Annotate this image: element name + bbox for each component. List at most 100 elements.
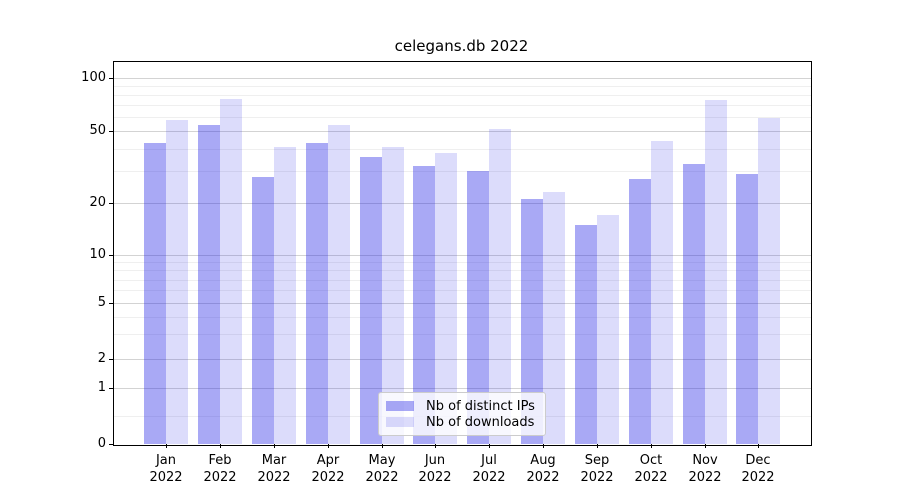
bar-distinct-ips-may bbox=[360, 157, 382, 444]
chart-title: celegans.db 2022 bbox=[394, 37, 529, 55]
y-tick-mark bbox=[109, 303, 113, 304]
legend-swatch-distinct-ips-icon bbox=[386, 401, 414, 411]
minor-gridline bbox=[114, 334, 811, 335]
major-gridline bbox=[114, 131, 811, 132]
y-tick-label: 0 bbox=[97, 436, 106, 451]
x-tick-year: 2022 bbox=[688, 470, 722, 485]
y-tick-label: 100 bbox=[81, 70, 106, 85]
legend-swatch-downloads-icon bbox=[386, 417, 414, 427]
y-tick-label: 10 bbox=[89, 247, 106, 262]
x-tick-label-may: May 2022 bbox=[352, 452, 412, 486]
bar-downloads-jul bbox=[489, 129, 511, 444]
x-tick-year: 2022 bbox=[472, 470, 506, 485]
bar-downloads-may bbox=[382, 147, 404, 444]
x-tick-mark bbox=[705, 444, 706, 448]
x-tick-year: 2022 bbox=[526, 470, 560, 485]
bar-downloads-aug bbox=[543, 192, 565, 444]
minor-gridline bbox=[114, 262, 811, 263]
x-tick-year: 2022 bbox=[149, 470, 183, 485]
plot-area: Nb of distinct IPs Nb of downloads bbox=[113, 61, 812, 446]
y-tick-mark bbox=[109, 388, 113, 389]
bar-downloads-mar bbox=[274, 147, 296, 444]
minor-gridline bbox=[114, 171, 811, 172]
major-gridline bbox=[114, 388, 811, 389]
x-tick-year: 2022 bbox=[203, 470, 237, 485]
x-tick-year: 2022 bbox=[634, 470, 668, 485]
y-tick-mark bbox=[109, 78, 113, 79]
x-tick-label-jan: Jan 2022 bbox=[136, 452, 196, 486]
bar-downloads-nov bbox=[705, 100, 727, 444]
bar-distinct-ips-oct bbox=[629, 179, 651, 444]
y-tick-mark bbox=[109, 203, 113, 204]
x-tick-mark bbox=[758, 444, 759, 448]
y-tick-mark bbox=[109, 359, 113, 360]
x-tick-label-jul: Jul 2022 bbox=[459, 452, 519, 486]
x-tick-label-aug: Aug 2022 bbox=[513, 452, 573, 486]
major-gridline bbox=[114, 78, 811, 79]
minor-gridline bbox=[114, 86, 811, 87]
major-gridline bbox=[114, 303, 811, 304]
x-tick-label-feb: Feb 2022 bbox=[190, 452, 250, 486]
x-tick-mark bbox=[382, 444, 383, 448]
minor-gridline bbox=[114, 105, 811, 106]
y-tick-label: 5 bbox=[97, 295, 106, 310]
bar-distinct-ips-dec bbox=[736, 174, 758, 444]
legend-label-distinct-ips: Nb of distinct IPs bbox=[426, 398, 535, 414]
x-tick-mark bbox=[489, 444, 490, 448]
x-tick-mark bbox=[543, 444, 544, 448]
x-tick-mark bbox=[435, 444, 436, 448]
major-gridline bbox=[114, 359, 811, 360]
minor-gridline bbox=[114, 117, 811, 118]
x-tick-mark bbox=[651, 444, 652, 448]
bar-distinct-ips-sep bbox=[575, 225, 597, 444]
bar-downloads-jan bbox=[166, 120, 188, 444]
x-tick-year: 2022 bbox=[741, 470, 775, 485]
bar-downloads-oct bbox=[651, 141, 673, 444]
bar-downloads-sep bbox=[597, 215, 619, 444]
x-tick-mark bbox=[274, 444, 275, 448]
x-tick-label-jun: Jun 2022 bbox=[405, 452, 465, 486]
bar-distinct-ips-jan bbox=[144, 143, 166, 444]
minor-gridline bbox=[114, 149, 811, 150]
y-tick-label: 20 bbox=[89, 195, 106, 210]
bar-downloads-feb bbox=[220, 99, 242, 444]
bar-distinct-ips-apr bbox=[306, 143, 328, 444]
x-tick-mark bbox=[597, 444, 598, 448]
bar-distinct-ips-jun bbox=[413, 166, 435, 444]
x-tick-label-apr: Apr 2022 bbox=[298, 452, 358, 486]
bar-downloads-jun bbox=[435, 153, 457, 444]
y-tick-mark bbox=[109, 255, 113, 256]
x-tick-mark bbox=[220, 444, 221, 448]
y-tick-mark bbox=[109, 444, 113, 445]
bar-downloads-apr bbox=[328, 125, 350, 444]
y-tick-mark bbox=[109, 131, 113, 132]
x-tick-mark bbox=[166, 444, 167, 448]
major-gridline bbox=[114, 255, 811, 256]
bar-distinct-ips-mar bbox=[252, 177, 274, 444]
legend-item-downloads: Nb of downloads bbox=[386, 414, 537, 430]
bar-distinct-ips-jul bbox=[467, 171, 489, 444]
x-tick-label-dec: Dec 2022 bbox=[728, 452, 788, 486]
minor-gridline bbox=[114, 290, 811, 291]
y-tick-label: 2 bbox=[97, 351, 106, 366]
y-tick-label: 1 bbox=[97, 380, 106, 395]
x-tick-label-nov: Nov 2022 bbox=[675, 452, 735, 486]
minor-gridline bbox=[114, 95, 811, 96]
x-tick-year: 2022 bbox=[365, 470, 399, 485]
major-gridline bbox=[114, 203, 811, 204]
x-tick-label-sep: Sep 2022 bbox=[567, 452, 627, 486]
minor-gridline bbox=[114, 280, 811, 281]
x-tick-label-oct: Oct 2022 bbox=[621, 452, 681, 486]
x-tick-label-mar: Mar 2022 bbox=[244, 452, 304, 486]
y-tick-label: 50 bbox=[89, 123, 106, 138]
minor-gridline bbox=[114, 270, 811, 271]
x-tick-year: 2022 bbox=[311, 470, 345, 485]
bar-distinct-ips-aug bbox=[521, 199, 543, 444]
bar-distinct-ips-feb bbox=[198, 125, 220, 444]
legend: Nb of distinct IPs Nb of downloads bbox=[378, 392, 546, 436]
bar-downloads-dec bbox=[758, 118, 780, 444]
x-tick-year: 2022 bbox=[418, 470, 452, 485]
legend-label-downloads: Nb of downloads bbox=[426, 414, 535, 430]
x-tick-year: 2022 bbox=[257, 470, 291, 485]
